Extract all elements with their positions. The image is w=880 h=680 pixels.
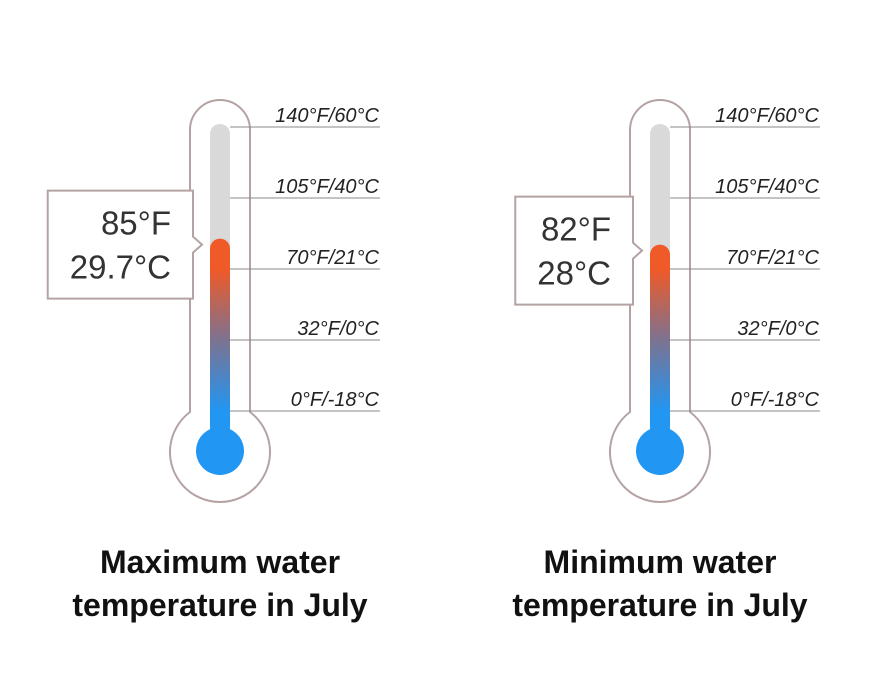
mercury-square [210, 248, 230, 451]
tick-label: 70°F/21°C [286, 247, 379, 269]
callout-celsius: 29.7°C [70, 249, 171, 286]
title: Minimum water [544, 544, 777, 580]
tick-label: 0°F/-18°C [291, 389, 380, 411]
tick-label: 32°F/0°C [297, 318, 379, 340]
tick-label: 0°F/-18°C [731, 389, 820, 411]
title: temperature in July [512, 587, 807, 623]
callout: 85°F 29.7°C [46, 189, 204, 300]
mercury-square [650, 254, 670, 451]
tick-label: 32°F/0°C [737, 318, 819, 340]
callout-fahrenheit: 85°F [101, 205, 171, 242]
tick-label: 140°F/60°C [715, 105, 819, 127]
tick-label: 105°F/40°C [715, 176, 819, 198]
callout-celsius: 28°C [537, 255, 611, 292]
thermometer: 140°F/60°C 105°F/40°C 70°F/21°C 32°F/0°C 0°F… [46, 99, 380, 623]
bulb [636, 427, 684, 475]
tick-label: 105°F/40°C [275, 176, 379, 198]
tick-label: 70°F/21°C [726, 247, 819, 269]
callout-box [46, 189, 204, 300]
title: temperature in July [72, 587, 367, 623]
callout: 82°F 28°C [514, 195, 644, 306]
callout-box [514, 195, 644, 306]
callout-fahrenheit: 82°F [541, 211, 611, 248]
tick-label: 140°F/60°C [275, 105, 379, 127]
thermometer: 140°F/60°C 105°F/40°C 70°F/21°C 32°F/0°C 0°F… [512, 99, 820, 623]
bulb [196, 427, 244, 475]
title: Maximum water [100, 544, 340, 580]
